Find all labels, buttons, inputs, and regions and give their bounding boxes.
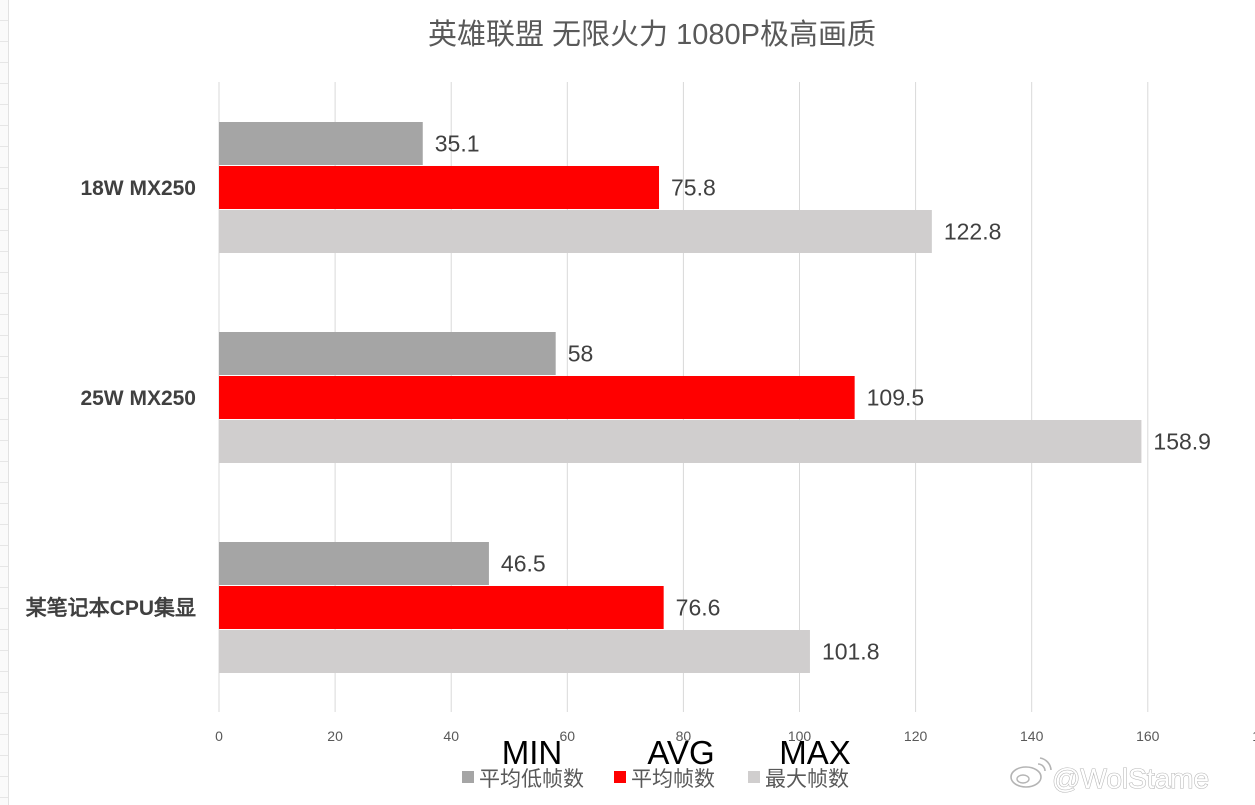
row-separator [0, 545, 8, 546]
row-separator [0, 62, 8, 63]
bar [219, 542, 489, 585]
row-separator [0, 461, 8, 462]
legend-item: 平均帧数 [614, 768, 715, 791]
bar [219, 420, 1142, 463]
row-separator [0, 188, 8, 189]
legend-annotation: MIN [502, 734, 563, 771]
x-tick-label: 140 [1020, 728, 1044, 744]
x-tick-label: 60 [560, 728, 576, 744]
row-separator [0, 629, 8, 630]
legend-label: 平均帧数 [631, 768, 715, 791]
x-tick-label: 120 [904, 728, 928, 744]
x-tick-label: 80 [676, 728, 692, 744]
row-separator [0, 335, 8, 336]
chart-title: 英雄联盟 无限火力 1080P极高画质 [428, 18, 876, 51]
row-separator [0, 419, 8, 420]
row-separator [0, 713, 8, 714]
data-label: 122.8 [944, 219, 1002, 245]
row-separator [0, 482, 8, 483]
bars [219, 122, 1142, 673]
row-separator [0, 524, 8, 525]
row-separator [0, 566, 8, 567]
row-separator [0, 83, 8, 84]
row-separator [0, 209, 8, 210]
x-tick-label: 160 [1136, 728, 1160, 744]
data-label: 158.9 [1153, 429, 1211, 455]
legend-swatch [748, 771, 760, 783]
legend-item: 最大帧数 [748, 768, 849, 791]
bar [219, 586, 664, 629]
row-separator [0, 608, 8, 609]
category-label: 某笔记本CPU集显 [26, 596, 196, 620]
data-label: 58 [568, 341, 594, 367]
data-label: 75.8 [671, 175, 716, 201]
legend-annotation: MAX [779, 734, 851, 771]
legend-swatch [614, 771, 626, 783]
x-tick-label: 100 [788, 728, 812, 744]
row-separator [0, 272, 8, 273]
watermark: @WolStame [1010, 757, 1210, 795]
bar [219, 122, 423, 165]
x-tick-label: 40 [443, 728, 459, 744]
row-separator [0, 314, 8, 315]
row-separator [0, 797, 8, 798]
row-separator [0, 251, 8, 252]
row-separator [0, 230, 8, 231]
row-separator [0, 41, 8, 42]
bar [219, 376, 855, 419]
data-label: 109.5 [867, 385, 925, 411]
x-tick-label: 0 [215, 728, 223, 744]
legend-item: 平均低帧数 [462, 768, 584, 791]
category-labels: 18W MX250 25W MX250 某笔记本CPU集显 [26, 177, 196, 620]
legend-swatch [462, 771, 474, 783]
row-separator [0, 104, 8, 105]
x-tick-label: 180 [1252, 728, 1255, 744]
row-separator [0, 671, 8, 672]
weibo-icon [1010, 757, 1052, 788]
row-separator [0, 692, 8, 693]
bar [219, 332, 556, 375]
bar [219, 210, 932, 253]
row-separator [0, 755, 8, 756]
bar [219, 166, 660, 209]
legend-label: 平均低帧数 [479, 768, 584, 791]
legend: 平均低帧数 平均帧数 最大帧数 MIN AVG MAX [462, 734, 851, 791]
row-separator [0, 20, 8, 21]
category-label: 18W MX250 [80, 177, 196, 200]
data-label: 101.8 [822, 639, 880, 665]
row-separator [0, 293, 8, 294]
data-labels: 35.1 75.8 122.8 58 109.5 158.9 46.5 76.6 101.8 [435, 131, 1211, 665]
x-tick-labels: 0 20 40 60 80 100 120 140 160 180 [215, 728, 1255, 744]
row-separator [0, 734, 8, 735]
row-separator [0, 650, 8, 651]
data-label: 46.5 [501, 551, 546, 577]
watermark-text: @WolStame [1052, 763, 1209, 794]
bar [219, 630, 810, 673]
x-tick-label: 20 [327, 728, 343, 744]
category-label: 25W MX250 [80, 387, 196, 410]
data-label: 35.1 [435, 131, 480, 157]
row-separator [0, 398, 8, 399]
row-separator [0, 356, 8, 357]
row-separator [0, 146, 8, 147]
row-separator [0, 587, 8, 588]
legend-label: 最大帧数 [765, 768, 849, 791]
row-separator [0, 167, 8, 168]
row-separator [0, 440, 8, 441]
row-separator [0, 776, 8, 777]
row-separator [0, 503, 8, 504]
legend-annotation: AVG [647, 734, 714, 771]
spreadsheet-edge [0, 0, 9, 805]
data-label: 76.6 [676, 595, 721, 621]
row-separator [0, 377, 8, 378]
row-separator [0, 125, 8, 126]
